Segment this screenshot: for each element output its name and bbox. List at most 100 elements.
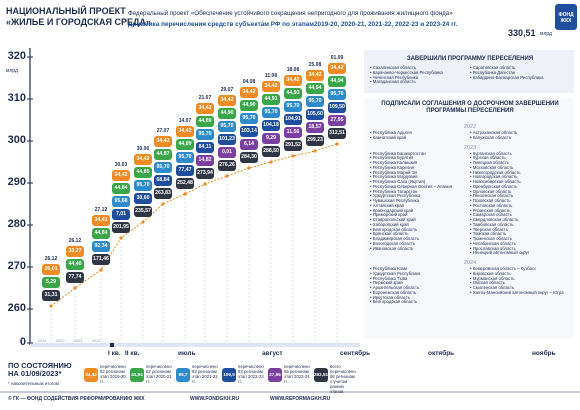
region: Омская область <box>470 280 564 286</box>
region: Республика Калмыкия <box>370 160 452 166</box>
stage-badge: 92,34 <box>92 241 110 252</box>
y-tick-label: 310 <box>7 92 26 104</box>
stage-badge: 44,89 <box>196 116 214 127</box>
region: Новосибирская область <box>470 179 529 185</box>
stage-badge: 95,70 <box>240 113 258 124</box>
stage-badge: 44,94 <box>306 83 324 94</box>
year-label: 2019 <box>38 339 47 343</box>
stage-badge: 34,42 <box>218 95 236 106</box>
stage-badge: 34,42 <box>306 70 324 81</box>
period-label: август <box>262 350 283 357</box>
total-badge: 201,95 <box>112 222 130 233</box>
stage-badge: 95,70 <box>154 162 172 173</box>
trend-dot <box>203 182 207 186</box>
region: Новгородская область <box>470 174 529 180</box>
stage-badge: 44,93 <box>284 88 302 99</box>
project-name: «ЖИЛЬЕ И ГОРОДСКАЯ СРЕДА» <box>6 17 151 27</box>
column-date: 04.08 <box>242 79 256 85</box>
column-date: 11.08 <box>264 73 278 79</box>
trend-dot <box>73 286 77 290</box>
region: Вологодская область <box>370 241 452 247</box>
stage-badge: 103,14 <box>240 126 258 137</box>
region: Рязанская область <box>470 208 529 214</box>
trend-dot <box>99 268 103 272</box>
trend-dot <box>119 236 123 240</box>
stage-badge: 30,60 <box>134 193 152 204</box>
column-date: 01.09 <box>330 55 344 61</box>
stage-badge: 44,84 <box>92 228 110 239</box>
stage-badge: 95,70 <box>284 101 302 112</box>
region: Брянская область <box>370 231 452 237</box>
stage-badge: 0,01 <box>218 147 236 158</box>
stage-badge: 7,01 <box>112 209 130 220</box>
federal-project: Федеральный проект «Обеспечение устойчив… <box>128 10 453 17</box>
region: Астраханская область <box>470 130 518 136</box>
region: Республика Марий Эл <box>370 170 452 176</box>
region-list: Республика КомиУдмуртская РеспубликаРесп… <box>370 266 421 305</box>
stage-badge: 44,91 <box>262 94 280 105</box>
total-badge: 235,57 <box>134 206 152 217</box>
total-badge: 171,46 <box>92 254 110 265</box>
stage-badge: 34,42 <box>196 103 214 114</box>
region: Пермский край <box>370 280 420 286</box>
column-date: 14.07 <box>178 118 192 124</box>
stage-badge: 34,41 <box>92 215 110 226</box>
column-date: 25.08 <box>308 62 322 68</box>
region: Белгородская область <box>370 227 452 233</box>
region: Республика Бурятия <box>370 155 452 161</box>
region: Кабардино-Балкарская Республика <box>470 75 544 81</box>
y-tick-label: 260 <box>7 302 26 314</box>
stage-badge: 105,60 <box>306 109 324 120</box>
y-tick-label: 0 <box>19 336 26 348</box>
stage-badge: 6,14 <box>240 139 258 150</box>
region: Мурманская область <box>470 276 564 282</box>
region: Свердловская область <box>470 217 529 223</box>
stage-badge: 34,42 <box>154 136 172 147</box>
region: Смоленская область <box>470 285 564 291</box>
y-tick-label: 280 <box>7 218 26 230</box>
stage-badge: 84,11 <box>196 142 214 153</box>
stage-badge: 95,70 <box>196 129 214 140</box>
region: Ярославская область <box>470 246 529 252</box>
stage-badge: 26,01 <box>42 264 60 275</box>
stage-badge: 14,82 <box>196 155 214 166</box>
region-list: Астраханская областьКалужская область <box>470 130 518 141</box>
region: Магаданская область <box>370 79 443 85</box>
trend-dot <box>49 304 53 308</box>
region: Воронежская область <box>370 290 420 296</box>
column-date: 27.12 <box>94 207 108 213</box>
region: Пензенская область <box>470 193 529 199</box>
year-label: 2022 <box>92 339 101 343</box>
total-badge: 284,30 <box>240 152 258 163</box>
legend-text: перечислено 65 регионам этап 2023-24 гг. <box>284 364 310 384</box>
y-tick-label: 300 <box>7 134 26 146</box>
column-date: 30.06 <box>136 146 150 152</box>
total-badge: 77,74 <box>66 272 84 283</box>
website: WWW.REFORMAGKH.RU <box>270 396 331 402</box>
region: Республика Северная Осетия – Алания <box>370 184 452 190</box>
year-label: 2021 <box>74 339 83 343</box>
stage-badge: 95,70 <box>262 107 280 118</box>
stage-badge: 34,42 <box>284 75 302 86</box>
stage-badge: 44,85 <box>134 167 152 178</box>
period-label: II кв. <box>125 350 140 357</box>
y-tick-label: 270 <box>7 260 26 272</box>
total-badge: 299,23 <box>306 135 324 146</box>
trend-dot <box>335 142 339 146</box>
dynamics-title: Динамика перечисления средств субъектам … <box>128 21 458 28</box>
region: Архангельская область <box>370 285 420 291</box>
status-title: ПО СОСТОЯНИЮ НА 01/09/2023* <box>8 361 72 378</box>
total-badge: 312,51 <box>328 128 346 139</box>
y-tick-label: 290 <box>7 176 26 188</box>
stage-badge: 101,23 <box>218 134 236 145</box>
period-label: I кв. <box>108 350 121 357</box>
region-list: Курганская областьКурская областьЛипецка… <box>470 151 530 257</box>
region: Приморский край <box>370 212 452 218</box>
stage-badge: 27,95 <box>328 115 346 126</box>
completed-list: Саратовская областьРеспублика ДагестанКа… <box>470 65 544 81</box>
period-label: сентябрь <box>340 350 371 357</box>
y-unit: млрд <box>6 68 18 74</box>
region: Псковская область <box>470 198 529 204</box>
stage-badge: 34,42 <box>134 154 152 165</box>
region: Орловская область <box>470 189 529 195</box>
